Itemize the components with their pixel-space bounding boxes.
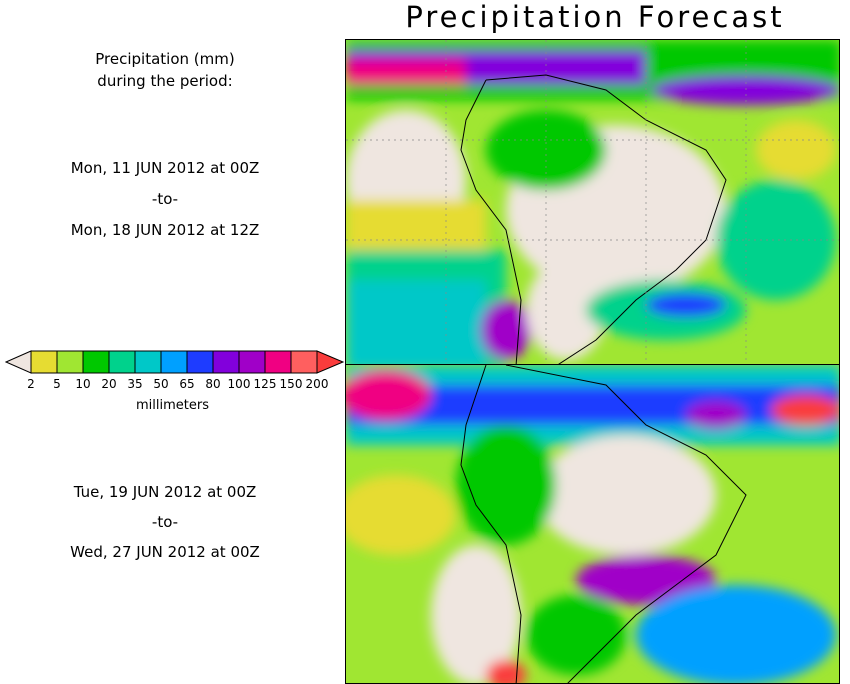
legend-tick: 50 [153,377,169,391]
precip-map-2 [346,365,839,683]
period-1-start: Mon, 11 JUN 2012 at 00Z [70,159,260,177]
period-heading: Precipitation (mm) during the period: [40,48,290,92]
legend-tick: 125 [253,377,277,391]
legend-below-arrow [5,350,32,374]
period-2-label: Tue, 19 JUN 2012 at 00Z -to- Wed, 27 JUN… [15,477,315,567]
legend-tick: 200 [305,377,329,391]
period-1-label: Mon, 11 JUN 2012 at 00Z -to- Mon, 18 JUN… [15,153,315,246]
legend-swatch [186,350,214,374]
color-legend [5,350,345,374]
legend-tick: 65 [179,377,195,391]
legend-swatch [30,350,58,374]
legend-swatch [134,350,162,374]
legend-tick: 2 [27,377,35,391]
legend-tick: 150 [279,377,303,391]
period-1-to: -to- [151,190,179,208]
legend-tick: 5 [53,377,61,391]
map-week-2 [345,364,840,684]
legend-unit: millimeters [136,398,209,413]
legend-swatch [238,350,266,374]
period-1-end: Mon, 18 JUN 2012 at 12Z [70,221,260,239]
legend-swatch [212,350,240,374]
precip-map-1 [346,40,839,364]
period-2-to: -to- [151,513,179,531]
legend-swatch [264,350,292,374]
legend-tick: 20 [101,377,117,391]
map-week-1 [345,39,840,365]
heading-line-2: during the period: [97,72,233,90]
period-2-end: Wed, 27 JUN 2012 at 00Z [70,543,260,561]
legend-tick: 35 [127,377,143,391]
legend-tick: 10 [75,377,91,391]
legend-above-arrow [316,350,345,374]
legend-tick: 100 [227,377,251,391]
legend-swatch [160,350,188,374]
legend-swatch [56,350,84,374]
legend-swatch [82,350,110,374]
period-2-start: Tue, 19 JUN 2012 at 00Z [73,483,257,501]
legend-swatch [108,350,136,374]
legend-swatch [290,350,318,374]
legend-tick: 80 [205,377,221,391]
legend-ticks: 2 5 10 20 35 50 65 80 100 125 150 200 [0,377,345,393]
heading-line-1: Precipitation (mm) [95,50,235,68]
page-title: Precipitation Forecast [405,0,785,34]
